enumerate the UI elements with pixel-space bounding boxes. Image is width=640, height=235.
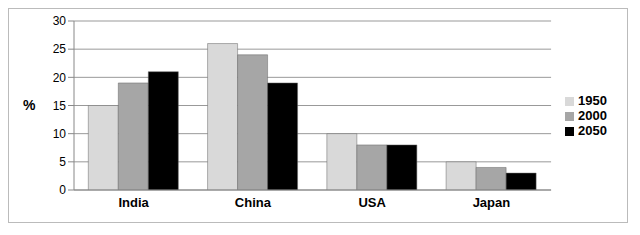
svg-text:30: 30 (53, 14, 67, 28)
svg-text:5: 5 (59, 155, 66, 169)
svg-text:10: 10 (53, 127, 67, 141)
svg-text:15: 15 (53, 99, 67, 113)
svg-text:India: India (118, 195, 149, 210)
svg-text:0: 0 (59, 183, 66, 197)
html-text:2000: 2000 (578, 108, 607, 123)
svg-text:20: 20 (53, 71, 67, 85)
svg-text:USA: USA (358, 195, 386, 210)
svg-text:25: 25 (53, 42, 67, 56)
html-text:1950: 1950 (578, 93, 607, 108)
html-text:2050: 2050 (578, 123, 607, 138)
svg-text:%: % (23, 97, 36, 113)
svg-text:China: China (235, 195, 272, 210)
svg-text:Japan: Japan (473, 195, 511, 210)
